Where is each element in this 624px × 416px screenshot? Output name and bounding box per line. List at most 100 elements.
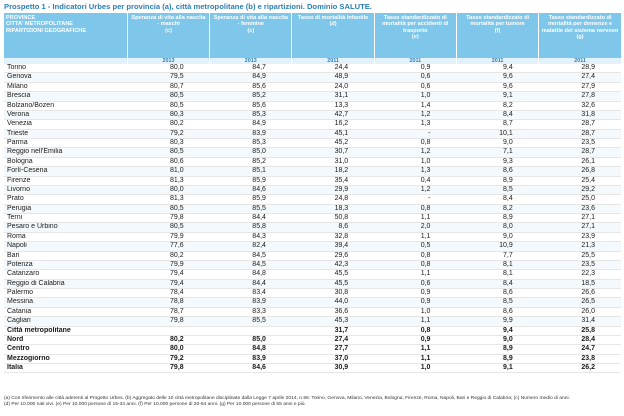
value-cell: 78,4 (127, 288, 210, 299)
table-row: Prato 81,3 85,9 24,8-8,4 25,0 (4, 194, 621, 205)
territory-name: Bologna (4, 157, 128, 168)
value-cell: 0,6 (374, 279, 457, 290)
value-cell: 84,4 (209, 213, 292, 224)
table-row: Venezia 80,2 84,9 16,2 1,3 8,7 28,7 (4, 119, 621, 130)
value-cell: 18,5 (538, 279, 621, 290)
value-cell: 80,5 (127, 91, 210, 102)
header-life-exp-female: Speranza di vita alla nascita - femmine(… (209, 13, 292, 58)
value-cell: 1,3 (374, 166, 457, 177)
header-note: (d) (329, 21, 337, 28)
value-cell: 42,7 (291, 110, 375, 121)
value-cell: 1,1 (374, 344, 457, 355)
territory-name: Bolzano/Bozen (4, 101, 128, 111)
table-row: Pesaro e Urbino 80,5 85,8 8,6 2,0 8,0 27,1 (4, 222, 621, 233)
value-cell: 2,0 (374, 222, 457, 233)
value-cell: 1,1 (374, 316, 457, 327)
territory-name: Torino (4, 64, 128, 74)
header-row: PROVINCE CITTA' METROPOLITANE RIPARTIZIO… (4, 13, 621, 58)
table-row: Catania 78,7 83,3 36,6 1,0 8,6 26,0 (4, 307, 621, 318)
value-cell: 79,4 (127, 279, 210, 290)
value-cell: 31,7 (291, 325, 375, 336)
health-indicators-table: PROVINCE CITTA' METROPOLITANE RIPARTIZIO… (4, 13, 621, 374)
territory-name: Potenza (4, 260, 128, 271)
table-row: Firenze 81,3 85,9 35,4 0,4 8,9 25,4 (4, 176, 621, 186)
footnote-line: (a) Con riferimento alle città aderenti … (4, 396, 570, 401)
header-infant-mortality: Tasso di mortalità infantile (d) (291, 13, 375, 58)
value-cell: 1,1 (374, 232, 457, 243)
value-cell: 84,8 (209, 269, 292, 280)
value-cell: 9,0 (456, 138, 539, 149)
table-row: Bologna 80,6 85,2 31,0 1,0 9,3 26,1 (4, 157, 621, 168)
value-cell: 81,3 (127, 176, 210, 186)
value-cell: 24,8 (291, 194, 375, 205)
territory-name: Trieste (4, 129, 128, 140)
value-cell: 85,6 (209, 101, 292, 111)
value-cell: 0,8 (374, 251, 457, 261)
header-territory-line: RIPARTIZIONI GEOGRAFICHE (6, 27, 87, 34)
value-cell: 7,1 (456, 147, 539, 158)
value-cell: 79,2 (127, 353, 210, 365)
value-cell: 23,8 (538, 353, 621, 365)
value-cell: 45,5 (291, 269, 375, 280)
value-cell: - (374, 194, 457, 205)
value-cell: 31,1 (291, 91, 375, 102)
value-cell: 24,4 (291, 64, 375, 74)
header-transport-mortality: Tasso standardizzato di mortalità per ac… (373, 13, 457, 58)
value-cell: 77,6 (127, 241, 210, 252)
value-cell: 79,8 (127, 213, 210, 224)
value-cell: 28,7 (538, 147, 621, 158)
table-title: Prospetto 1 - Indicatori Urbes per provi… (4, 2, 372, 11)
value-cell: 85,5 (209, 204, 292, 215)
territory-name: Reggio nell'Emilia (4, 147, 128, 158)
value-cell: 29,9 (291, 185, 375, 196)
table-row: Palermo 78,4 83,4 30,8 0,9 8,6 26,6 (4, 288, 621, 299)
value-cell: 24,0 (291, 82, 375, 93)
value-cell: 8,6 (456, 288, 539, 299)
territory-name: Firenze (4, 176, 128, 186)
value-cell: 85,0 (209, 147, 292, 158)
territory-name: Catanzaro (4, 269, 128, 280)
territory-name: Catania (4, 307, 128, 318)
value-cell: 0,8 (374, 204, 457, 215)
table-row: Cagliari 79,8 85,5 45,3 1,1 9,9 31,4 (4, 316, 621, 327)
value-cell: 1,1 (374, 353, 457, 365)
value-cell: 9,1 (456, 362, 539, 374)
value-cell: 84,6 (209, 362, 292, 374)
territory-name: Pesaro e Urbino (4, 222, 128, 233)
territory-name: Brescia (4, 91, 128, 102)
value-cell: 23,5 (538, 260, 621, 271)
value-cell: 29,2 (538, 185, 621, 196)
value-cell: 26,0 (538, 307, 621, 318)
territory-name: Cagliari (4, 316, 128, 327)
value-cell: 31,8 (538, 110, 621, 121)
table-row: Verona 80,3 85,3 42,7 1,2 8,4 31,8 (4, 110, 621, 121)
value-cell: 1,0 (374, 157, 457, 168)
value-cell: 28,4 (538, 334, 621, 346)
value-cell: 8,2 (456, 101, 539, 111)
value-cell: 8,2 (456, 204, 539, 215)
value-cell: 1,2 (374, 110, 457, 121)
value-cell: 27,7 (291, 344, 375, 355)
territory-name: Mezzogiorno (4, 353, 128, 365)
value-cell: 83,9 (209, 353, 292, 365)
table-row: Trieste 79,2 83,9 45,1-10,1 28,7 (4, 129, 621, 140)
value-cell: 85,1 (209, 166, 292, 177)
header-label: Tasso standardizzato di mortalità per tu… (466, 15, 530, 28)
table-row: Reggio di Calabria 79,4 84,4 45,5 0,6 8,4 18,5 (4, 279, 621, 290)
value-cell: 80,0 (127, 344, 210, 355)
value-cell: 16,2 (291, 119, 375, 130)
value-cell: 0,9 (374, 288, 457, 299)
value-cell: 0,8 (374, 260, 457, 271)
value-cell: 1,0 (374, 307, 457, 318)
value-cell: 84,3 (209, 232, 292, 243)
value-cell: 8,5 (456, 185, 539, 196)
header-label: Speranza di vita alla nascita - femmine (213, 15, 288, 28)
territory-name: Nord (4, 334, 128, 346)
territory-name: Forlì-Cesena (4, 166, 128, 177)
territory-name: Palermo (4, 288, 128, 299)
value-cell: 25,4 (538, 176, 621, 186)
value-cell: 8,9 (456, 353, 539, 365)
value-cell: 8,1 (456, 260, 539, 271)
value-cell: 83,4 (209, 288, 292, 299)
territory-name: Bari (4, 251, 128, 261)
